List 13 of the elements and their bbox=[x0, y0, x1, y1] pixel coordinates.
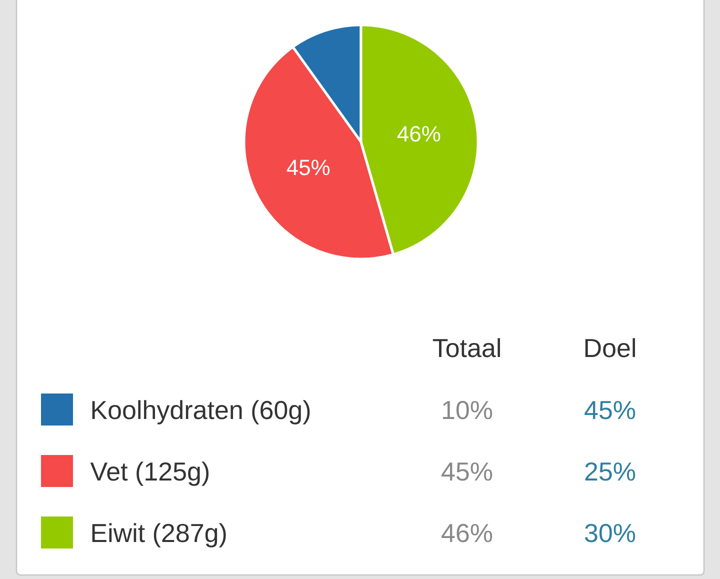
slice-label: Totaal bbox=[432, 338, 500, 358]
text: Doel bbox=[585, 338, 635, 358]
text: 46% bbox=[442, 524, 492, 542]
data-label: 45% bbox=[286, 160, 330, 176]
legend-label: Eiwit (287g) bbox=[92, 523, 226, 548]
data-label: 10% bbox=[442, 400, 492, 420]
text: 45% bbox=[584, 400, 636, 420]
legend-label: Koolhydraten (60g) bbox=[92, 400, 310, 424]
text: 45% bbox=[442, 462, 492, 481]
text: 30% bbox=[584, 524, 636, 542]
data-label: 46% bbox=[397, 126, 440, 142]
legend-label: Vet (125g) bbox=[90, 462, 209, 486]
text: 25% bbox=[585, 462, 636, 481]
